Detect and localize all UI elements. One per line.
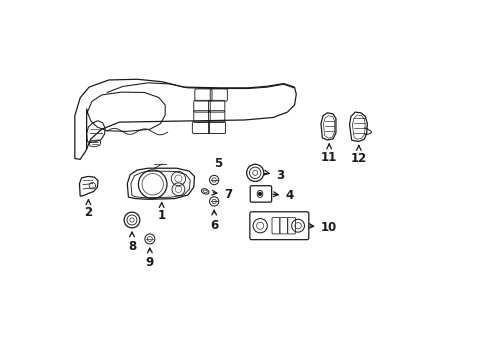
Text: 8: 8 bbox=[127, 232, 136, 253]
Text: 7: 7 bbox=[211, 188, 231, 201]
Circle shape bbox=[258, 193, 261, 195]
Text: 1: 1 bbox=[157, 203, 165, 222]
Text: 2: 2 bbox=[84, 200, 92, 220]
Text: 4: 4 bbox=[272, 189, 293, 202]
Text: 12: 12 bbox=[350, 145, 366, 165]
Text: 5: 5 bbox=[213, 157, 222, 170]
Text: 10: 10 bbox=[308, 221, 336, 234]
Text: 6: 6 bbox=[209, 210, 218, 231]
Text: 11: 11 bbox=[321, 144, 337, 164]
Text: 3: 3 bbox=[264, 169, 284, 182]
Text: 9: 9 bbox=[145, 248, 154, 269]
